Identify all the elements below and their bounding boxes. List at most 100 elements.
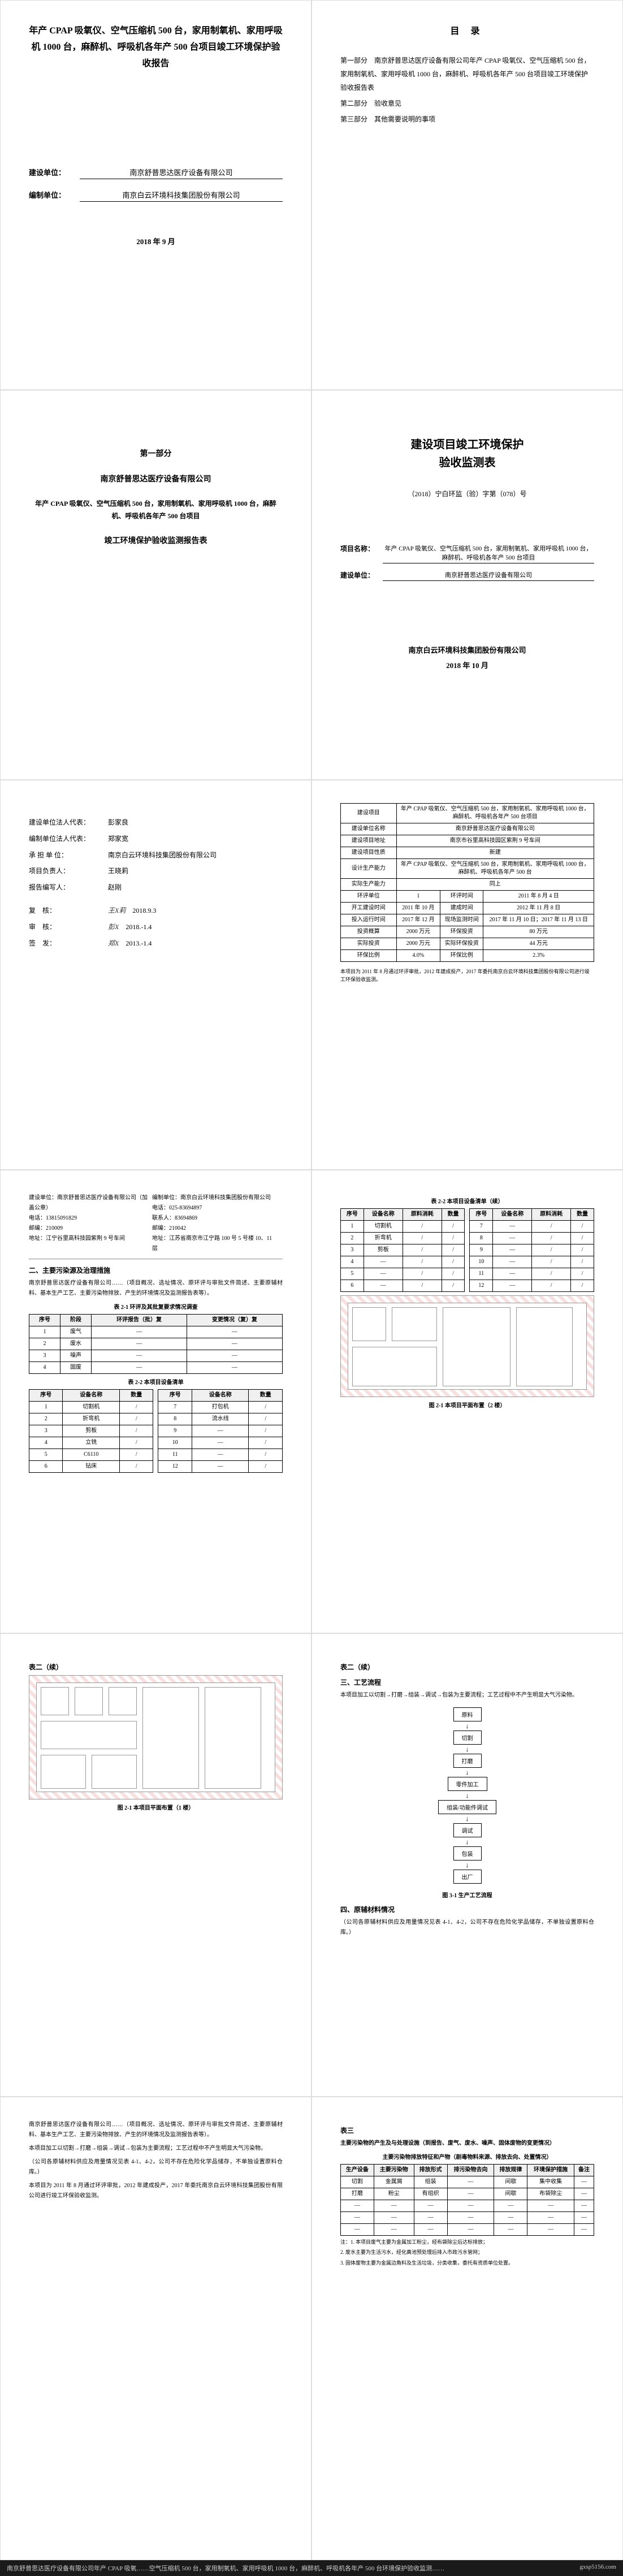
cell: /: [249, 1437, 283, 1449]
arrow-down-icon: ↓: [466, 1862, 469, 1868]
cell: /: [571, 1221, 594, 1233]
cell: 44 万元: [483, 938, 594, 950]
cell: 2: [29, 1413, 63, 1425]
cell: 切割机: [364, 1221, 403, 1233]
contact-line: 地址：江宁谷里高科技园紫荆 9 号车间: [29, 1234, 151, 1244]
cell: 剪板: [63, 1425, 120, 1437]
contact-line: 邮编：210009: [29, 1224, 151, 1234]
cell: 9: [470, 1244, 493, 1256]
cell: —: [494, 2212, 527, 2224]
sig-role: 审 核：: [29, 919, 108, 935]
cell: 2000 万元: [396, 938, 440, 950]
arrow-down-icon: ↓: [466, 1769, 469, 1776]
arrow-down-icon: ↓: [466, 1746, 469, 1753]
credit-label: 报告编写人：: [29, 879, 108, 896]
arrow-down-icon: ↓: [466, 1792, 469, 1799]
credit-label: 编制单位法人代表：: [29, 831, 108, 847]
toc-item: 第二部分 验收意见: [340, 97, 594, 110]
cell: 6: [341, 1280, 364, 1292]
th: 原料消耗: [532, 1209, 571, 1221]
fig31-caption: 图 3-1 生产工艺流程: [340, 1890, 594, 1899]
cell: 1: [29, 1402, 63, 1413]
body-para: 本项目加工以切割→打磨→组装→调试→包装为主要流程；工艺过程中不产生明显大气污染…: [29, 2144, 283, 2154]
cell: 5: [29, 1449, 63, 1461]
cell: 3: [29, 1350, 60, 1362]
th: 数量: [120, 1390, 153, 1402]
contact-line: 联系人：83694869: [152, 1213, 274, 1224]
builder-row: 建设单位： 南京舒普思达医疗设备有限公司: [29, 167, 283, 179]
cell: 2011 年 10 月: [396, 903, 440, 914]
cell: 实际投资: [341, 938, 397, 950]
section2-page: 建设单位：南京舒普思达医疗设备有限公司（加盖公章） 电话：13815091829…: [0, 1170, 312, 1633]
th: 变更情况（复）复: [187, 1315, 283, 1326]
process-note: 本项目加工以切割→打磨→组装→调试→包装为主要流程；工艺过程中不产生明显大气污染…: [340, 1690, 594, 1701]
cell: /: [403, 1233, 442, 1244]
cell: 1: [29, 1326, 60, 1338]
cell: 2017 年 12 月: [396, 914, 440, 926]
cell: /: [532, 1268, 571, 1280]
page-grid: 年产 CPAP 吸氧仪、空气压缩机 500 台，家用制氧机、家用呼吸机 1000…: [0, 0, 623, 2560]
cell: 环评时间: [440, 891, 483, 903]
sig-date: 2018.-1.4: [126, 919, 152, 935]
table2-cont: 表二（续）: [29, 1662, 283, 1672]
sec5-header: 表三: [340, 2126, 594, 2135]
cell: —: [341, 2200, 374, 2212]
footnote: 2. 废水主要为生活污水，经化粪池预处理后排入市政污水管网；: [340, 2248, 594, 2256]
cell: 7: [470, 1221, 493, 1233]
cell: 建设单位名称: [341, 823, 397, 835]
cell: —: [574, 2224, 594, 2236]
cell: —: [187, 1350, 283, 1362]
cell: /: [532, 1256, 571, 1268]
th: 生产设备: [341, 2165, 374, 2176]
cell: /: [532, 1244, 571, 1256]
proj-value: 年产 CPAP 吸氧仪、空气压缩机 500 台，家用制氧机、家用呼吸机 1000…: [383, 544, 594, 563]
cell: —: [574, 2176, 594, 2188]
builder-label: 建设单位：: [29, 167, 80, 179]
cell: —: [92, 1350, 187, 1362]
cell: 4: [29, 1362, 60, 1374]
cell: 10: [158, 1437, 192, 1449]
proj-row: 项目名称： 年产 CPAP 吸氧仪、空气压缩机 500 台，家用制氧机、家用呼吸…: [340, 544, 594, 563]
text-page: 南京舒普思达医疗设备有限公司……（项目概况、选址情况、原环评与审批文件简述、主要…: [0, 2097, 312, 2560]
credit-value: 郑家宽: [108, 831, 283, 847]
fig21a-caption: 图 2-1 本项目平面布置（1 楼）: [29, 1803, 283, 1811]
footer-left: 南京舒普思达医疗设备有限公司年产 CPAP 吸氧……空气压缩机 500 台，家用…: [7, 2564, 444, 2573]
fp-room: [516, 1307, 573, 1386]
sec2-para: 南京舒普思达医疗设备有限公司……（项目概况、选址情况、原环评与审批文件简述、主要…: [29, 1278, 283, 1299]
cell: 80 万元: [483, 926, 594, 938]
cell: /: [532, 1221, 571, 1233]
cell: /: [120, 1402, 153, 1413]
cell: —: [574, 2212, 594, 2224]
cell: /: [403, 1244, 442, 1256]
signature: 郑X: [108, 935, 119, 952]
th: 数量: [249, 1390, 283, 1402]
contact-line: 电话：025-83694897: [152, 1203, 274, 1213]
equip-table: 序号设备名称数量序号设备名称数量 1切割机/7打包机/ 2折弯机/8流水线/ 3…: [29, 1389, 283, 1473]
body-para: 南京舒普思达医疗设备有限公司……（项目概况、选址情况、原环评与审批文件简述、主要…: [29, 2120, 283, 2140]
cell: 环保投资: [440, 926, 483, 938]
cell: 布袋除尘: [527, 2188, 574, 2200]
cell: /: [442, 1233, 465, 1244]
body-para: （公司各原辅材料供应及用量情况见表 4-1、4-2，公司不存在危险化学品储存，不…: [29, 2157, 283, 2178]
cell: —: [494, 2224, 527, 2236]
cell: 4: [341, 1256, 364, 1268]
cell: 集中收集: [527, 2176, 574, 2188]
flow-step: 出厂: [453, 1870, 482, 1884]
cell: /: [442, 1244, 465, 1256]
cell: —: [374, 2200, 414, 2212]
cover-title: 年产 CPAP 吸氧仪、空气压缩机 500 台，家用制氧机、家用呼吸机 1000…: [29, 23, 283, 72]
cell: 9: [158, 1425, 192, 1437]
cell: —: [527, 2200, 574, 2212]
cell: —: [187, 1326, 283, 1338]
floorplan-2: [29, 1675, 283, 1799]
cell: 1: [396, 891, 440, 903]
cell: 建成时间: [440, 903, 483, 914]
cell: 南京舒普思达医疗设备有限公司: [396, 823, 594, 835]
cell: 12: [470, 1280, 493, 1292]
cell: —: [493, 1221, 532, 1233]
th: 主要污染物: [374, 2165, 414, 2176]
part1-subtitle: 竣工环境保护验收监测报告表: [29, 534, 283, 548]
cell: 设计生产能力: [341, 859, 397, 879]
footer-right: gxsp5156.com: [580, 2564, 616, 2573]
compiler-row: 编制单位： 南京白云环境科技集团股份有限公司: [29, 189, 283, 202]
